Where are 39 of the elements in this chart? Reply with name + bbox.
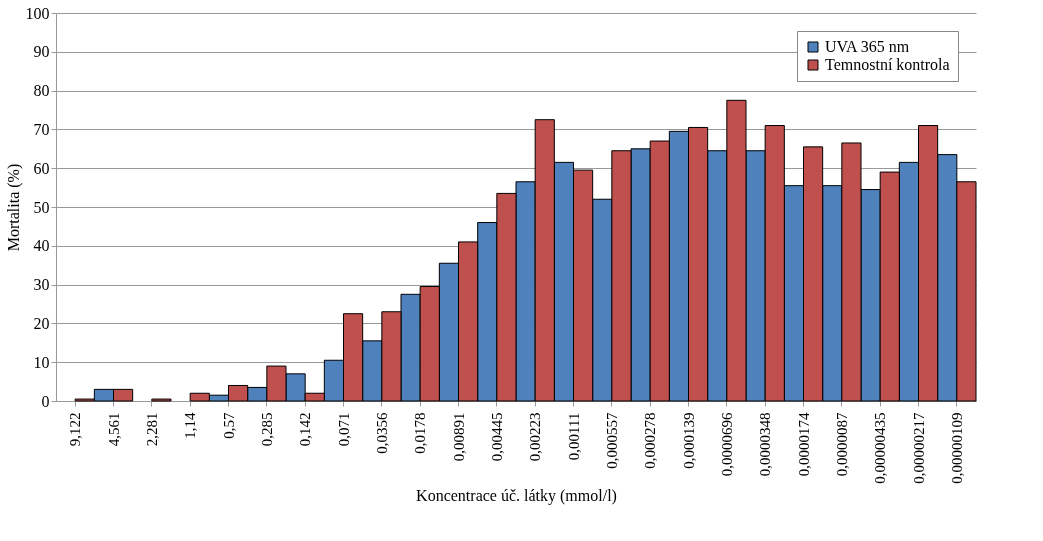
- y-tick-label: 60: [33, 159, 50, 177]
- y-tick-label: 100: [25, 4, 50, 22]
- y-tick-label: 10: [33, 353, 50, 371]
- x-tick-label: 0,00111: [565, 412, 582, 461]
- y-tick-label: 30: [33, 276, 50, 294]
- x-tick-label: 0,0000348: [757, 412, 774, 477]
- x-tick-label: 9,122: [67, 412, 84, 447]
- legend-label: Temnostní kontrola: [825, 56, 950, 73]
- x-tick-label: 0,071: [335, 412, 352, 447]
- x-tick-label: 0,00000109: [948, 412, 965, 484]
- x-tick-label: 0,0178: [412, 412, 429, 454]
- x-tick-label: 0,000278: [642, 412, 659, 469]
- x-tick-label: 0,0000696: [718, 412, 735, 477]
- x-tick-label: 0,0356: [373, 412, 390, 454]
- x-tick-label: 0,00000217: [910, 412, 927, 484]
- x-tick-label: 0,00891: [450, 412, 467, 462]
- y-axis-title: Mortalita (%): [4, 163, 23, 252]
- x-tick-label: 0,00223: [527, 412, 544, 462]
- x-tick-label: 2,281: [143, 412, 160, 447]
- y-tick-label: 0: [41, 392, 50, 410]
- x-tick-label: 0,285: [258, 412, 275, 447]
- x-tick-label: 0,142: [297, 412, 314, 447]
- y-tick-label: 70: [33, 120, 50, 138]
- x-tick-label: 4,561: [105, 412, 122, 447]
- x-tick-label: 1,14: [182, 412, 199, 439]
- y-tick-label: 40: [33, 237, 50, 255]
- x-tick-label: 0,000139: [680, 412, 697, 469]
- x-tick-label: 0,0000174: [795, 412, 812, 477]
- y-tick-label: 80: [33, 82, 50, 100]
- legend-label: UVA 365 nm: [825, 38, 910, 55]
- x-axis-title: Koncentrace úč. látky (mmol/l): [416, 486, 617, 505]
- x-tick-label: 0,00445: [488, 412, 505, 462]
- x-tick-label: 0,000557: [603, 412, 620, 469]
- y-tick-label: 50: [33, 198, 50, 216]
- y-tick-label: 20: [33, 314, 50, 332]
- x-tick-label: 0,57: [220, 412, 237, 439]
- y-tick-label: 90: [33, 43, 50, 61]
- x-tick-label: 0,00000435: [872, 412, 889, 484]
- x-tick-label: 0,0000087: [833, 412, 850, 477]
